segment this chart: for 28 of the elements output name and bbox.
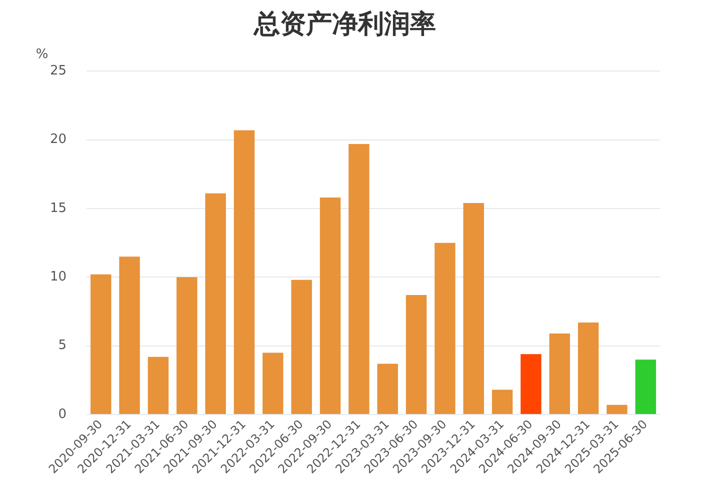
bar — [262, 352, 284, 414]
bar — [348, 144, 370, 414]
bar — [635, 360, 656, 414]
bar — [119, 256, 140, 414]
bar — [606, 404, 628, 414]
bar — [463, 203, 484, 414]
bar — [205, 193, 226, 414]
y-tick-label: 15 — [50, 200, 67, 216]
bar — [320, 198, 341, 414]
bar — [90, 274, 112, 414]
bar — [492, 390, 513, 414]
y-tick-label: 0 — [58, 406, 67, 422]
bar — [406, 295, 427, 414]
bar — [234, 130, 255, 414]
bar — [578, 322, 599, 414]
bar — [549, 333, 570, 414]
bar — [434, 242, 456, 414]
bar — [291, 280, 312, 414]
y-tick-label: 25 — [50, 64, 67, 79]
bar — [377, 364, 398, 414]
chart-title: 总资产净利润率 — [253, 9, 436, 40]
bar — [520, 354, 542, 414]
y-tick-label: 20 — [50, 132, 67, 148]
y-tick-label: 10 — [50, 270, 67, 285]
bar — [148, 356, 169, 414]
y-axis-title: % — [36, 47, 48, 62]
y-tick-label: 5 — [58, 338, 67, 354]
bar — [176, 277, 198, 414]
